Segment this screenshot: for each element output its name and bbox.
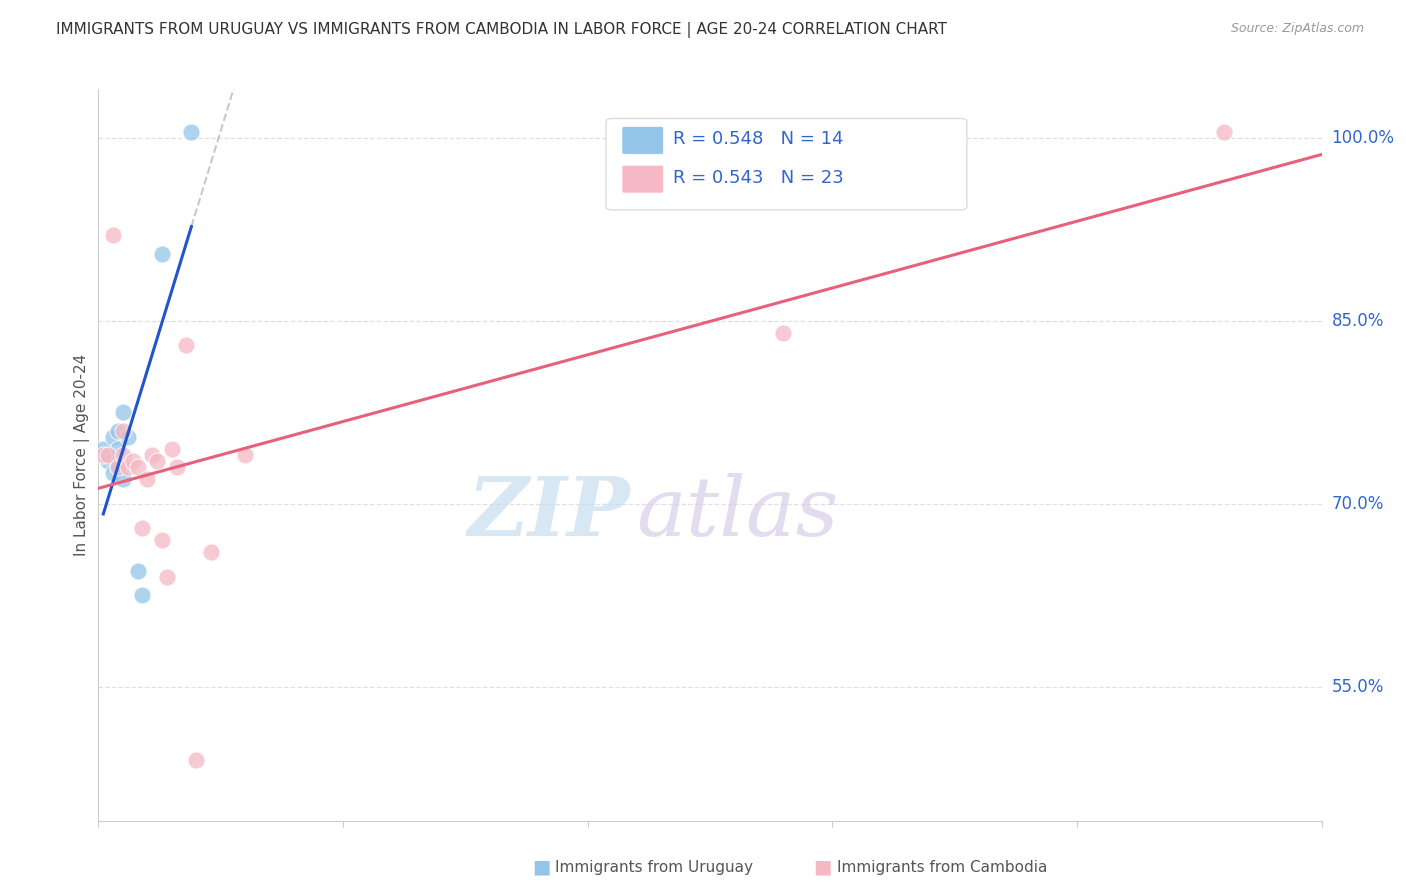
Point [111,405,134,419]
Point [127,564,149,578]
Point [150,247,173,261]
Text: ■: ■ [531,857,551,877]
Point [101,228,124,243]
Point [111,448,134,462]
Text: Immigrants from Cambodia: Immigrants from Cambodia [837,860,1047,874]
Text: ■: ■ [813,857,832,877]
FancyBboxPatch shape [621,127,664,154]
Point [101,430,124,444]
Text: IMMIGRANTS FROM URUGUAY VS IMMIGRANTS FROM CAMBODIA IN LABOR FORCE | AGE 20-24 C: IMMIGRANTS FROM URUGUAY VS IMMIGRANTS FR… [56,22,948,38]
Text: 85.0%: 85.0% [1331,312,1384,330]
Point [772,326,794,340]
Text: 100.0%: 100.0% [1331,129,1395,147]
Point [150,533,173,548]
Y-axis label: In Labor Force | Age 20-24: In Labor Force | Age 20-24 [75,354,90,556]
Text: R = 0.543   N = 23: R = 0.543 N = 23 [673,169,844,186]
Point [166,460,188,475]
Text: 55.0%: 55.0% [1331,678,1384,696]
Point [107,460,129,475]
Point [1212,125,1234,139]
Text: atlas: atlas [637,474,839,553]
Point [136,472,159,486]
Point [131,588,153,602]
Point [160,442,183,456]
Text: Immigrants from Uruguay: Immigrants from Uruguay [555,860,754,874]
Point [91,448,114,462]
Point [107,460,129,475]
Point [131,521,153,535]
Point [97,454,120,468]
Text: 70.0%: 70.0% [1331,495,1384,513]
Point [107,424,129,438]
Point [91,442,114,456]
Point [141,448,163,462]
FancyBboxPatch shape [606,119,967,210]
Point [117,430,139,444]
Text: Source: ZipAtlas.com: Source: ZipAtlas.com [1230,22,1364,36]
Point [186,753,208,767]
Point [180,125,202,139]
Point [176,338,198,352]
Point [200,545,222,559]
Point [111,424,134,438]
Point [117,460,139,475]
Point [107,442,129,456]
Point [146,454,169,468]
Point [233,448,256,462]
Text: ZIP: ZIP [468,474,630,553]
Point [101,467,124,481]
FancyBboxPatch shape [621,165,664,193]
Point [97,448,120,462]
Point [121,454,143,468]
Point [127,460,149,475]
Text: R = 0.548   N = 14: R = 0.548 N = 14 [673,130,844,148]
Point [156,570,179,584]
Point [111,472,134,486]
